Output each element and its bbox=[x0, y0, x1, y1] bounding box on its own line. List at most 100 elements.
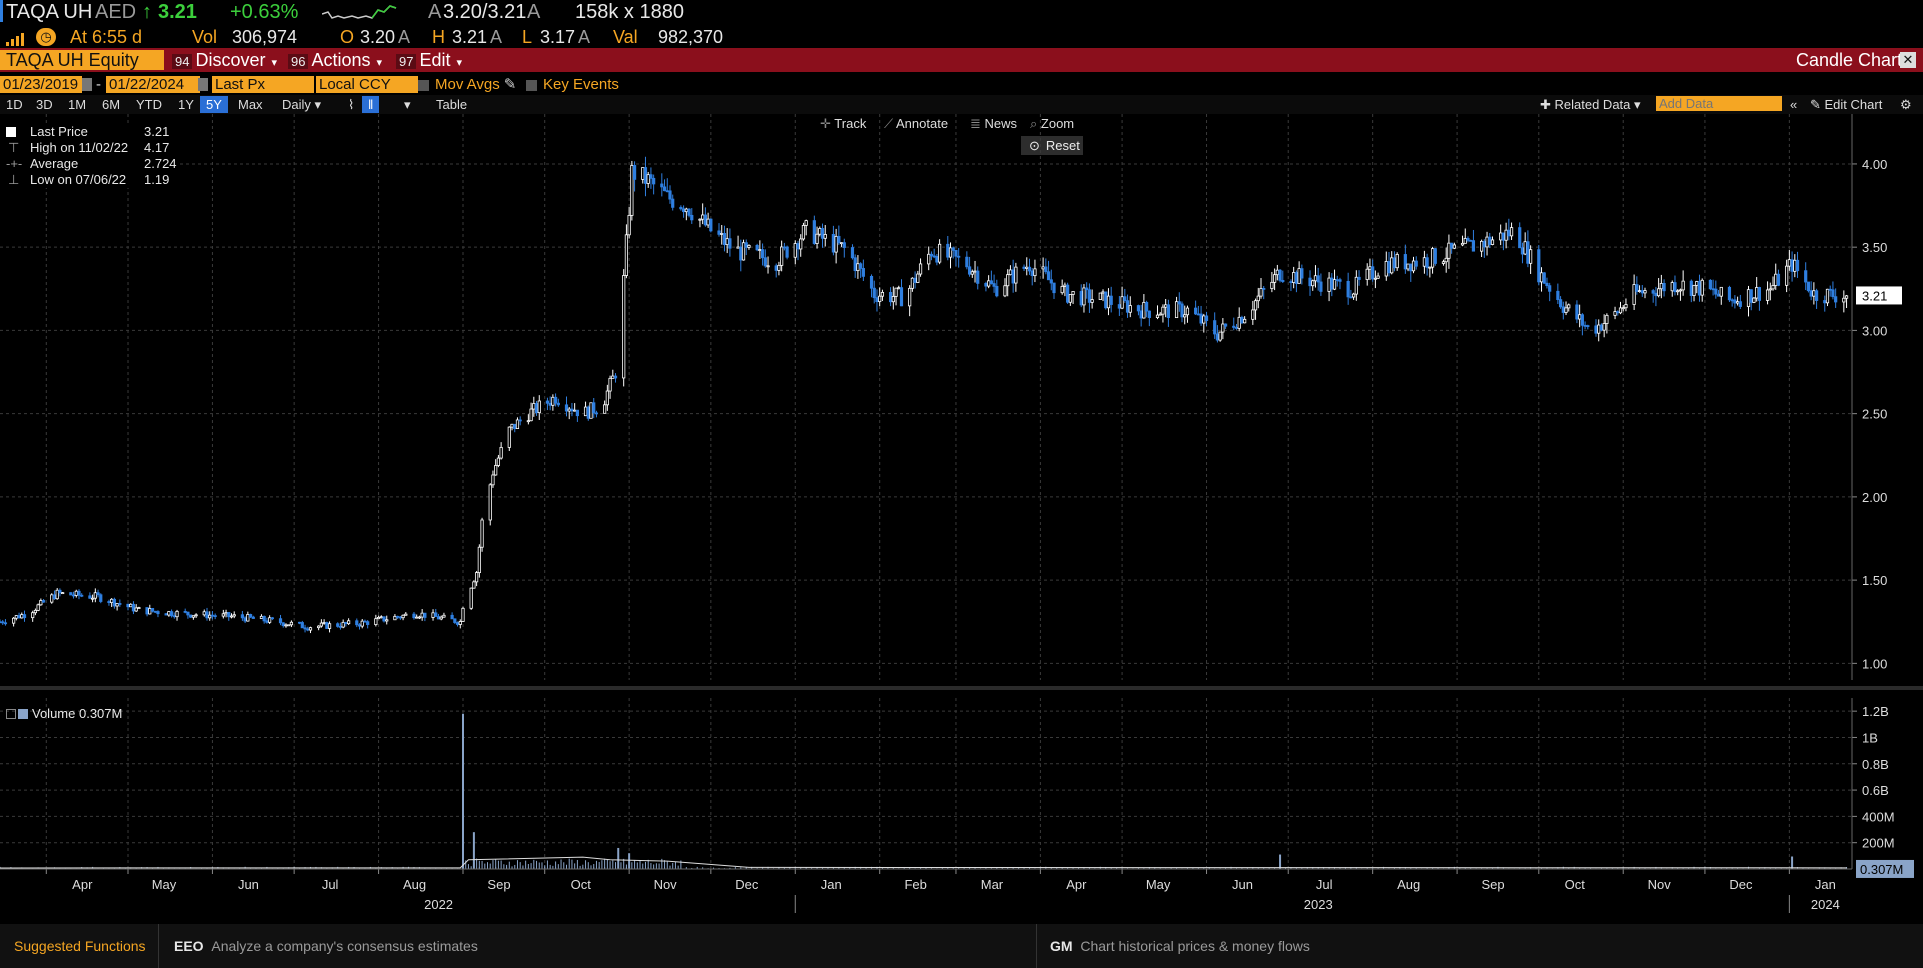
reset-button[interactable]: ⊙ Reset bbox=[1021, 136, 1083, 155]
discover-menu[interactable]: 94 Discover ▾ bbox=[166, 50, 283, 70]
candle-body bbox=[624, 234, 629, 276]
suggested-functions-bar: Suggested Functions EEO Analyze a compan… bbox=[0, 924, 1923, 968]
end-date-field[interactable]: 01/22/2024 bbox=[106, 76, 200, 93]
ticker[interactable]: TAQA UH bbox=[6, 1, 93, 23]
zoom-tool[interactable]: ⌕ Zoom bbox=[1030, 115, 1074, 132]
pencil-icon[interactable]: ✎ bbox=[503, 76, 517, 93]
period-3d[interactable]: 3D bbox=[36, 97, 53, 112]
candle-body bbox=[1120, 296, 1124, 309]
actions-label: Actions bbox=[311, 50, 371, 70]
candle-body bbox=[1542, 272, 1546, 284]
candle-body bbox=[1460, 242, 1465, 246]
chart-area[interactable]: 1.00 1.50 2.00 2.50 3.00 3.50 4.00 3.21 200M 400… bbox=[0, 114, 1923, 924]
candle-body bbox=[469, 587, 473, 609]
candle-body bbox=[1161, 306, 1165, 315]
related-data-menu[interactable]: ✚ Related Data ▾ bbox=[1540, 97, 1641, 112]
candle-body bbox=[1008, 269, 1013, 276]
candle-body bbox=[1106, 295, 1111, 309]
mov-avgs-toggle[interactable]: Mov Avgs ✎ bbox=[418, 76, 516, 93]
gear-icon[interactable]: ⚙ bbox=[1900, 97, 1912, 112]
candle-body bbox=[878, 295, 882, 303]
security-field[interactable]: TAQA UH Equity bbox=[0, 50, 164, 70]
candle-type-icon[interactable]: ǁ bbox=[362, 96, 380, 113]
calendar-icon[interactable] bbox=[198, 78, 208, 91]
table-button[interactable]: Table bbox=[436, 97, 468, 112]
candle-body bbox=[1613, 311, 1617, 316]
candle-body bbox=[1327, 277, 1331, 292]
add-data-input[interactable] bbox=[1656, 96, 1782, 111]
key-events-checkbox[interactable] bbox=[526, 79, 537, 91]
candle-body bbox=[1330, 277, 1334, 290]
candle-body bbox=[1158, 313, 1162, 316]
eeo-function[interactable]: EEO Analyze a company's consensus estima… bbox=[174, 938, 478, 954]
candle-body bbox=[131, 603, 136, 612]
edit-menu[interactable]: 97 Edit ▾ bbox=[390, 50, 468, 70]
candles bbox=[0, 156, 1849, 634]
annotate-tool[interactable]: ⟋ Annotate bbox=[884, 115, 948, 132]
edit-chart-button[interactable]: ✎ Edit Chart bbox=[1810, 97, 1883, 112]
candle-body bbox=[118, 603, 122, 605]
candle-body bbox=[1736, 301, 1740, 304]
frequency-select[interactable]: Daily ▾ bbox=[282, 97, 322, 112]
candle-body bbox=[859, 263, 863, 269]
chevron-down-icon[interactable]: ▾ bbox=[404, 97, 411, 112]
close-icon[interactable]: ✕ bbox=[1900, 52, 1916, 68]
actions-menu[interactable]: 96 Actions ▾ bbox=[282, 50, 388, 70]
y-tick-label: 1.50 bbox=[1862, 573, 1887, 588]
candle-body bbox=[1499, 232, 1503, 241]
chart-type-icon[interactable]: ⌇ bbox=[348, 97, 355, 112]
candle-body bbox=[393, 615, 397, 621]
gm-function[interactable]: GM Chart historical prices & money flows bbox=[1050, 938, 1310, 954]
frequency-label: Daily bbox=[282, 97, 311, 112]
currency-select[interactable]: Local CCY bbox=[316, 76, 418, 93]
candle-body bbox=[1578, 314, 1582, 320]
period-5y[interactable]: 5Y bbox=[200, 96, 228, 113]
mov-avgs-checkbox[interactable] bbox=[418, 79, 429, 91]
candle-body bbox=[1243, 318, 1247, 324]
legend-toggle-icon[interactable] bbox=[6, 709, 16, 719]
candle-body bbox=[1030, 270, 1034, 277]
candle-body bbox=[55, 589, 59, 600]
candle-body bbox=[967, 266, 972, 275]
candle-body bbox=[818, 228, 822, 235]
candle-body bbox=[1711, 288, 1715, 291]
x-tick-label: Feb bbox=[904, 877, 926, 892]
candle-body bbox=[12, 617, 16, 624]
period-1y[interactable]: 1Y bbox=[178, 97, 194, 112]
y-tick-label: 1B bbox=[1862, 730, 1878, 745]
price-field-select[interactable]: Last Px bbox=[212, 76, 314, 93]
candle-body bbox=[1825, 288, 1830, 304]
candle-body bbox=[1183, 314, 1187, 318]
candle-body bbox=[1066, 284, 1070, 303]
candle-body bbox=[1640, 290, 1644, 294]
candle-body bbox=[785, 246, 789, 258]
period-1m[interactable]: 1M bbox=[68, 97, 87, 112]
candle-body bbox=[891, 296, 895, 303]
period-6m[interactable]: 6M bbox=[102, 97, 121, 112]
legend-last-price[interactable]: Last Price 3.21 bbox=[0, 124, 180, 140]
candle-body bbox=[1466, 238, 1470, 241]
volume-last-tag bbox=[1856, 859, 1914, 878]
period-1d[interactable]: 1D bbox=[6, 97, 23, 112]
period-bar bbox=[0, 95, 1923, 114]
news-tool[interactable]: ≣ News bbox=[970, 115, 1017, 132]
calendar-icon[interactable] bbox=[82, 78, 92, 91]
candle-body bbox=[396, 615, 400, 618]
candle-body bbox=[202, 611, 206, 616]
period-max[interactable]: Max bbox=[238, 97, 263, 112]
candle-body bbox=[148, 608, 152, 615]
candle-body bbox=[453, 618, 457, 623]
period-ytd[interactable]: YTD bbox=[136, 97, 162, 112]
track-tool[interactable]: ✛ Track bbox=[820, 115, 866, 132]
candle-body bbox=[1523, 241, 1527, 255]
candle-body bbox=[191, 615, 195, 618]
key-events-toggle[interactable]: Key Events bbox=[526, 76, 619, 93]
candle-body bbox=[831, 234, 836, 253]
candle-body bbox=[360, 620, 364, 627]
candle-body bbox=[913, 277, 917, 283]
collapse-icon[interactable]: « bbox=[1790, 97, 1798, 112]
candle-body bbox=[1450, 242, 1454, 249]
candle-body bbox=[1583, 324, 1587, 327]
candle-body bbox=[112, 598, 116, 607]
start-date-field[interactable]: 01/23/2019 bbox=[0, 76, 82, 93]
